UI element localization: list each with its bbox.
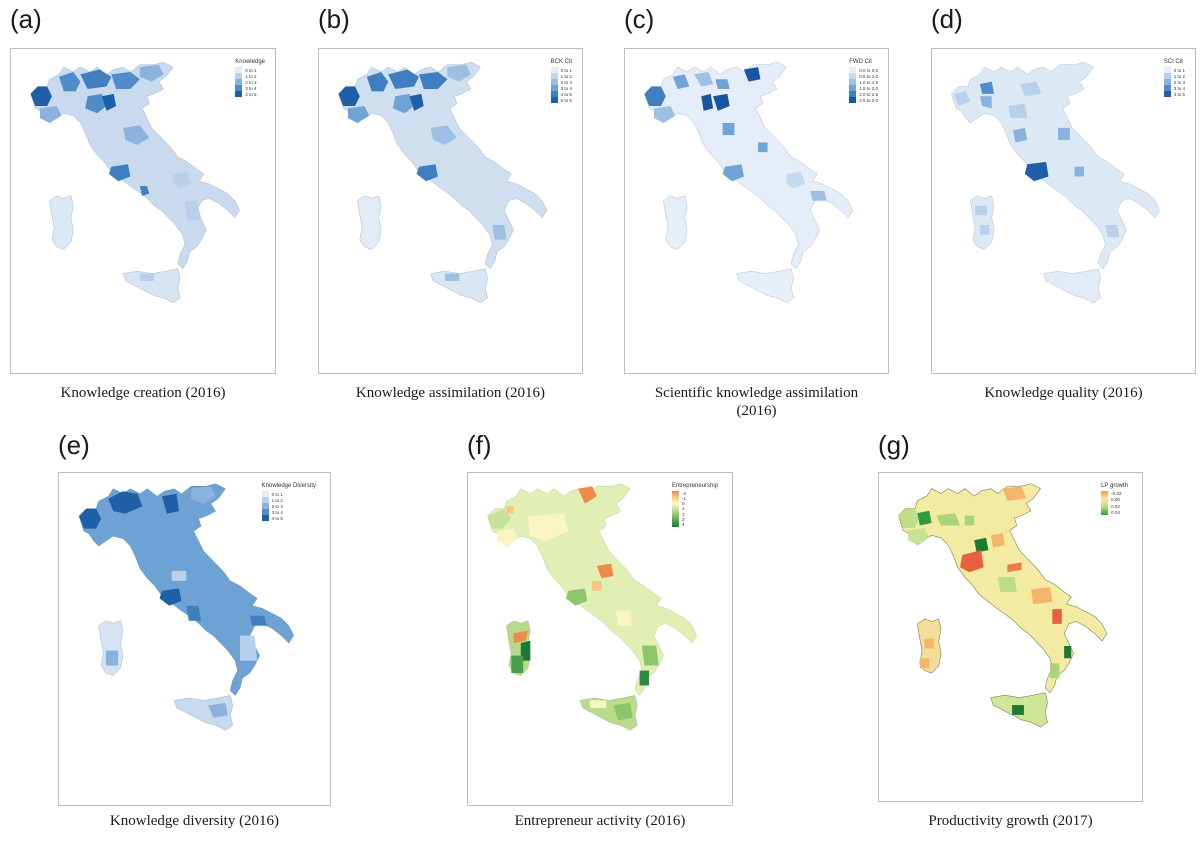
legend-item: 2 to 3 [245, 79, 257, 85]
legend-title: Knowledge [235, 59, 265, 65]
panel-c-caption: Scientific knowledge assimilation (2016) [654, 385, 859, 419]
legend-tick: 0.00 [1111, 497, 1120, 503]
legend-item: 0 to 1 [245, 67, 257, 73]
panel-b-map-frame: BCK Cit 0 to 1 1 to 2 2 to 3 3 to 4 4 to… [318, 48, 583, 374]
italy-map-knowledge-assimilation [337, 61, 548, 305]
legend-tick: -1 [681, 496, 686, 502]
legend-item: 2 to 3 [1173, 79, 1185, 85]
legend-item: 0 to 1 [560, 67, 572, 73]
legend-tick: 0.02 [1111, 503, 1120, 509]
panel-g-legend: LP growth -0.02 0.00 0.02 0.04 [1101, 483, 1128, 515]
legend-item: 4 to 5 [271, 515, 283, 521]
legend-title: Knowledge Diversity [261, 483, 316, 489]
legend-tick: 2 [681, 511, 685, 517]
legend-item: 0.0 to 0.5 [859, 67, 878, 73]
legend-title: Entrepreneurship [671, 483, 718, 489]
panel-g-caption: Productivity growth (2017) [928, 813, 1093, 829]
legend-item: 5 to 6 [560, 97, 572, 103]
panel-b-legend: BCK Cit 0 to 1 1 to 2 2 to 3 3 to 4 4 to… [550, 59, 572, 103]
panel-e-map-frame: Knowledge Diversity 0 to 1 1 to 2 2 to 3… [58, 472, 331, 806]
panel-d-map-frame: SCI Cit 0 to 1 1 to 2 2 to 3 3 to 4 4 to… [931, 48, 1196, 374]
legend-item: 3 to 4 [245, 85, 257, 91]
legend-item: 3 to 4 [271, 509, 283, 515]
italy-map-entrepreneur-activity [486, 482, 698, 732]
italy-map-knowledge-quality [950, 61, 1161, 305]
panel-e-legend: Knowledge Diversity 0 to 1 1 to 2 2 to 3… [261, 483, 316, 521]
panel-b-caption: Knowledge assimilation (2016) [355, 385, 546, 401]
italy-map-knowledge-diversity [77, 482, 295, 732]
legend-item: 3 to 4 [1173, 85, 1185, 91]
legend-item: 2 to 3 [271, 503, 283, 509]
panel-e-caption: Knowledge diversity (2016) [109, 813, 280, 829]
panel-a-map-frame: Knowledge 0 to 1 1 to 2 2 to 3 3 to 4 4 … [10, 48, 276, 374]
panel-b-letter: (b) [318, 4, 350, 34]
panel-f-map-frame: Entrepreneurship -2 -1 0 1 2 3 4 [467, 472, 733, 806]
legend-title: BCK Cit [550, 59, 572, 65]
panel-d-letter: (d) [931, 4, 963, 34]
legend-tick: 1 [681, 506, 685, 512]
legend-item: 1.5 to 2.0 [859, 85, 878, 91]
legend-item: 1 to 2 [560, 73, 572, 79]
legend-item: 1 to 2 [245, 73, 257, 79]
legend-title: FWD Cit [849, 59, 872, 65]
legend-tick: 4 [681, 521, 685, 527]
legend-item: 1 to 2 [271, 497, 283, 503]
legend-tick: -2 [681, 491, 686, 496]
legend-tick: -0.02 [1111, 491, 1122, 496]
panel-a-caption: Knowledge creation (2016) [60, 385, 226, 401]
panel-d-caption: Knowledge quality (2016) [984, 385, 1143, 401]
legend-title: LP growth [1101, 483, 1128, 489]
panel-e-letter: (e) [58, 430, 90, 460]
panel-f-caption: Entrepreneur activity (2016) [514, 813, 686, 829]
panel-a-letter: (a) [10, 4, 42, 34]
legend-color-ramp [671, 491, 679, 527]
panel-g-letter: (g) [878, 430, 910, 460]
panel-a-legend: Knowledge 0 to 1 1 to 2 2 to 3 3 to 4 4 … [235, 59, 265, 97]
panel-d-legend: SCI Cit 0 to 1 1 to 2 2 to 3 3 to 4 4 to… [1163, 59, 1185, 97]
panel-f-letter: (f) [467, 430, 492, 460]
legend-item: 4 to 5 [560, 91, 572, 97]
legend-tick: 3 [681, 516, 685, 522]
legend-tick: 0 [681, 501, 685, 507]
legend-item: 2.0 to 2.5 [859, 91, 878, 97]
panel-c-legend: FWD Cit 0.0 to 0.5 0.5 to 1.0 1.0 to 1.5… [849, 59, 878, 103]
legend-item: 4 to 5 [1173, 91, 1185, 97]
legend-item: 2 to 3 [560, 79, 572, 85]
panel-g-map-frame: LP growth -0.02 0.00 0.02 0.04 [878, 472, 1143, 802]
legend-item: 0 to 1 [1173, 67, 1185, 73]
legend-item: 3 to 4 [560, 85, 572, 91]
legend-item: 2.5 to 3.0 [859, 97, 878, 103]
legend-color-ramp [1101, 491, 1109, 515]
italy-map-scientific-knowledge-assimilation [643, 61, 854, 305]
legend-item: 1 to 2 [1173, 73, 1185, 79]
legend-tick: 0.04 [1111, 509, 1120, 515]
legend-title: SCI Cit [1163, 59, 1183, 65]
legend-item: 1.0 to 1.5 [859, 79, 878, 85]
italy-map-productivity-growth [897, 482, 1108, 729]
legend-item: 0 to 1 [271, 491, 283, 497]
panel-c-map-frame: FWD Cit 0.0 to 0.5 0.5 to 1.0 1.0 to 1.5… [624, 48, 889, 374]
panel-c-letter: (c) [624, 4, 655, 34]
legend-item: 4 to 5 [245, 91, 257, 97]
panel-f-legend: Entrepreneurship -2 -1 0 1 2 3 4 [671, 483, 718, 527]
italy-map-knowledge-creation [29, 61, 241, 305]
legend-item: 0.5 to 1.0 [859, 73, 878, 79]
